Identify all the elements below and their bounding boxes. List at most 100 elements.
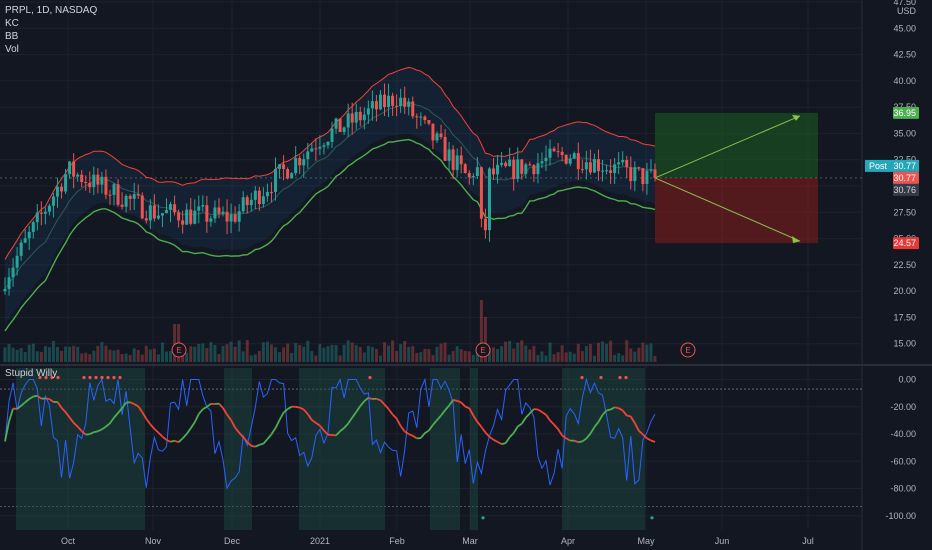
candle-body [31, 222, 35, 232]
long-short-position-tool[interactable] [0, 112, 862, 244]
signal-segment [189, 421, 196, 429]
candle-body [64, 174, 68, 192]
candle-body [7, 277, 11, 289]
candle-body [23, 238, 27, 243]
candle-body [346, 113, 350, 128]
symbol-title[interactable]: PRPL, 1D, NASDAQ [5, 5, 98, 16]
signal-segment [251, 444, 256, 448]
candle-body [140, 195, 144, 219]
volume-bar [399, 344, 403, 362]
signal-segment [436, 414, 442, 421]
oversold-dot [481, 516, 485, 520]
candle-body [596, 159, 600, 172]
signal-segment [578, 440, 583, 444]
prev-tag-bg [893, 183, 919, 196]
osc-zone [430, 368, 460, 530]
osc-tick-label: -100.00 [885, 511, 916, 521]
signal-segment [323, 429, 329, 436]
volume-bar [148, 349, 152, 362]
candle-body [500, 162, 504, 165]
volume-bar [653, 355, 657, 362]
osc-axis[interactable]: 0.00 -20.00 -40.00 -60.00 -80.00 -100.00 [885, 375, 916, 521]
signal-segment [452, 399, 458, 402]
overbought-dot [624, 375, 628, 380]
signal-segment [387, 408, 394, 416]
volume-bar [233, 346, 237, 362]
candle-body [104, 176, 108, 195]
time-axis[interactable]: Oct Nov Dec 2021 Feb Mar Apr May Jun Jul [61, 536, 814, 546]
volume-bar [241, 351, 245, 362]
candle-body [314, 148, 318, 150]
volume-bar [354, 345, 358, 362]
candle-body [326, 141, 330, 146]
candle-body [213, 207, 217, 219]
volume-bar [136, 349, 140, 362]
candle-body [96, 174, 100, 185]
candle-body [88, 182, 92, 188]
candle-body [72, 161, 76, 177]
volume-bar [572, 353, 576, 362]
candle-body [391, 95, 395, 106]
signal-segment [493, 438, 498, 443]
volume-bar [601, 341, 605, 362]
earnings-circle [475, 342, 491, 358]
volume-bar [3, 347, 7, 362]
volume-bar [520, 340, 524, 362]
volume-bar [269, 344, 273, 362]
overbought-dot [112, 375, 116, 380]
candle-body [576, 153, 580, 170]
price-tick-label: 27.50 [893, 207, 916, 217]
indicator-bb[interactable]: BB [5, 31, 19, 42]
signal-segment [202, 406, 208, 410]
volume-bar [286, 343, 290, 362]
candle-body [423, 116, 427, 121]
candle-body [237, 211, 241, 222]
signal-segment [238, 432, 244, 438]
prev-price-tag: 30.76 [893, 185, 916, 195]
osc-tick-label: 0.00 [898, 375, 916, 385]
signal-segment [497, 441, 503, 445]
volume-bar [475, 350, 479, 362]
candle-body [278, 164, 282, 169]
volume-bar [508, 340, 512, 362]
volume-bar [423, 348, 427, 362]
signal-segment [222, 407, 228, 416]
post-value: 30.77 [893, 161, 916, 171]
candle-body [528, 164, 532, 166]
bb-upper-line [4, 66, 656, 260]
bb-fill [5, 67, 655, 325]
candle-body [548, 148, 552, 158]
osc-zone [299, 368, 385, 530]
volume-bar [294, 343, 298, 362]
candle-body [415, 116, 419, 118]
volume-bar [645, 344, 649, 362]
candle-body [613, 164, 617, 173]
candle-body [269, 191, 273, 193]
candle-body [124, 195, 128, 207]
candle-body [427, 120, 431, 124]
volume-bar [23, 352, 27, 362]
volume-bar [596, 342, 600, 362]
indicator-vol[interactable]: Vol [5, 44, 19, 55]
indicator-kc[interactable]: KC [5, 18, 19, 29]
volume-bar [221, 346, 225, 362]
price-tick-label: 47.50 [893, 0, 916, 7]
volume-bar [439, 343, 443, 362]
volume-bar [318, 344, 322, 362]
oscillator-title[interactable]: Stupid Willy [5, 368, 58, 379]
volume-bar [19, 348, 23, 362]
time-tick-label: Apr [561, 536, 575, 546]
volume-bar [314, 355, 318, 362]
candle-body [229, 214, 233, 222]
signal-segment [174, 439, 179, 444]
volume-bar [637, 347, 641, 362]
candle-body [108, 194, 112, 196]
volume-bar [185, 352, 189, 362]
candle-body [338, 118, 342, 133]
earnings-circle [171, 342, 187, 358]
candle-body [306, 151, 310, 160]
overbought-dot [106, 375, 110, 380]
candle-body [290, 173, 294, 179]
